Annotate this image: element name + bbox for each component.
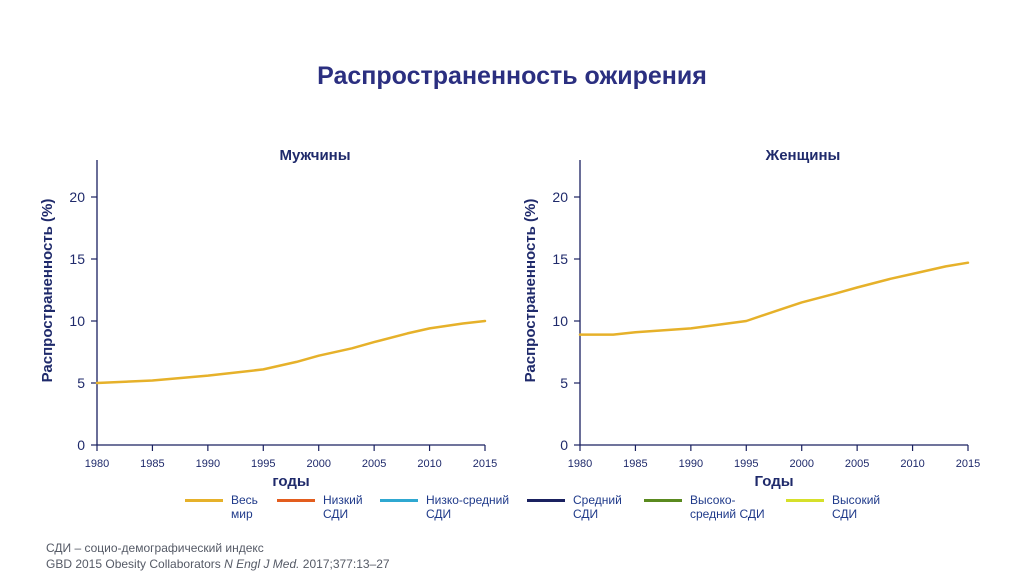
legend-label: Низко-средний СДИ [426,493,510,521]
panel-2-y-label: Распространенность (%) [522,199,539,383]
legend-item: Весь мир [185,493,258,521]
panel-2-y-tick-label: 15 [552,251,568,267]
panel-1-x-tick-label: 2005 [362,458,386,470]
panel-2-x-label: Годы [754,473,793,490]
panel-2-y-tick-label: 10 [552,313,568,329]
panel-1-y-tick-label: 15 [69,251,85,267]
panel-2-x-tick-label: 2015 [956,458,980,470]
panel-1-x-tick-label: 1990 [196,458,220,470]
panel-1-x-tick-label: 2010 [417,458,441,470]
panel-1-x-tick-label: 1985 [140,458,164,470]
panel-1-x-tick-label: 2000 [306,458,330,470]
legend-item: Низко-средний СДИ [380,493,509,521]
footnote: СДИ – социо-демографический индекс [46,541,264,555]
panel-2-y-tick-label: 20 [552,189,568,205]
reference-journal: N Engl J Med. [224,557,300,571]
legend-label: Высоко- средний СДИ [690,493,765,521]
legend-label: Высокий СДИ [832,493,881,521]
panel-1-series-line [95,319,487,385]
panel-2-x-tick-label: 1985 [623,458,647,470]
panel-2-series-line [578,261,970,336]
panel-2-x-tick-label: 2010 [900,458,924,470]
legend-item: Высокий СДИ [786,493,880,521]
panel-1-y-tick-label: 10 [69,313,85,329]
panel-1-x-tick-label: 2015 [473,458,497,470]
panel-2-x-tick-label: 2000 [789,458,813,470]
panel-2-x-tick-label: 1980 [568,458,592,470]
legend-item: Средний СДИ [527,493,622,521]
legend-swatch [185,499,223,502]
panel-2-x-tick-label: 1990 [679,458,703,470]
panel-2-title: Женщины [765,147,841,164]
panel-1-y-tick-label: 0 [77,437,85,453]
panel-1-y-label: Распространенность (%) [39,199,56,383]
reference-details: 2017;377:13–27 [299,557,390,571]
panel-1-x-label: годы [272,473,309,490]
panel-2-x-tick-label: 1995 [734,458,758,470]
legend-item: Низкий СДИ [277,493,363,521]
panel-1-x-tick-label: 1980 [85,458,109,470]
legend-label: Средний СДИ [573,493,622,521]
panel-2-y-tick-label: 0 [560,437,568,453]
page-title: Распространенность ожирения [317,62,707,90]
legend-swatch [527,499,565,502]
reference-authors: GBD 2015 Obesity Collaborators [46,557,225,571]
legend-label: Низкий СДИ [323,493,363,521]
panel-1-y-tick-label: 5 [77,375,85,391]
panel-2-y-tick-label: 5 [560,375,568,391]
panel-1-y-tick-label: 20 [69,189,85,205]
panel-2-x-tick-label: 2005 [845,458,869,470]
legend-label: Весь мир [231,493,258,521]
legend-item: Высоко- средний СДИ [644,493,765,521]
panel-1-title: Мужчины [279,147,350,164]
legend-swatch [644,499,682,502]
legend-swatch [786,499,824,502]
panel-1-x-tick-label: 1995 [251,458,275,470]
legend-swatch [380,499,418,502]
legend-swatch [277,499,315,502]
reference: GBD 2015 Obesity Collaborators N Engl J … [46,557,390,571]
